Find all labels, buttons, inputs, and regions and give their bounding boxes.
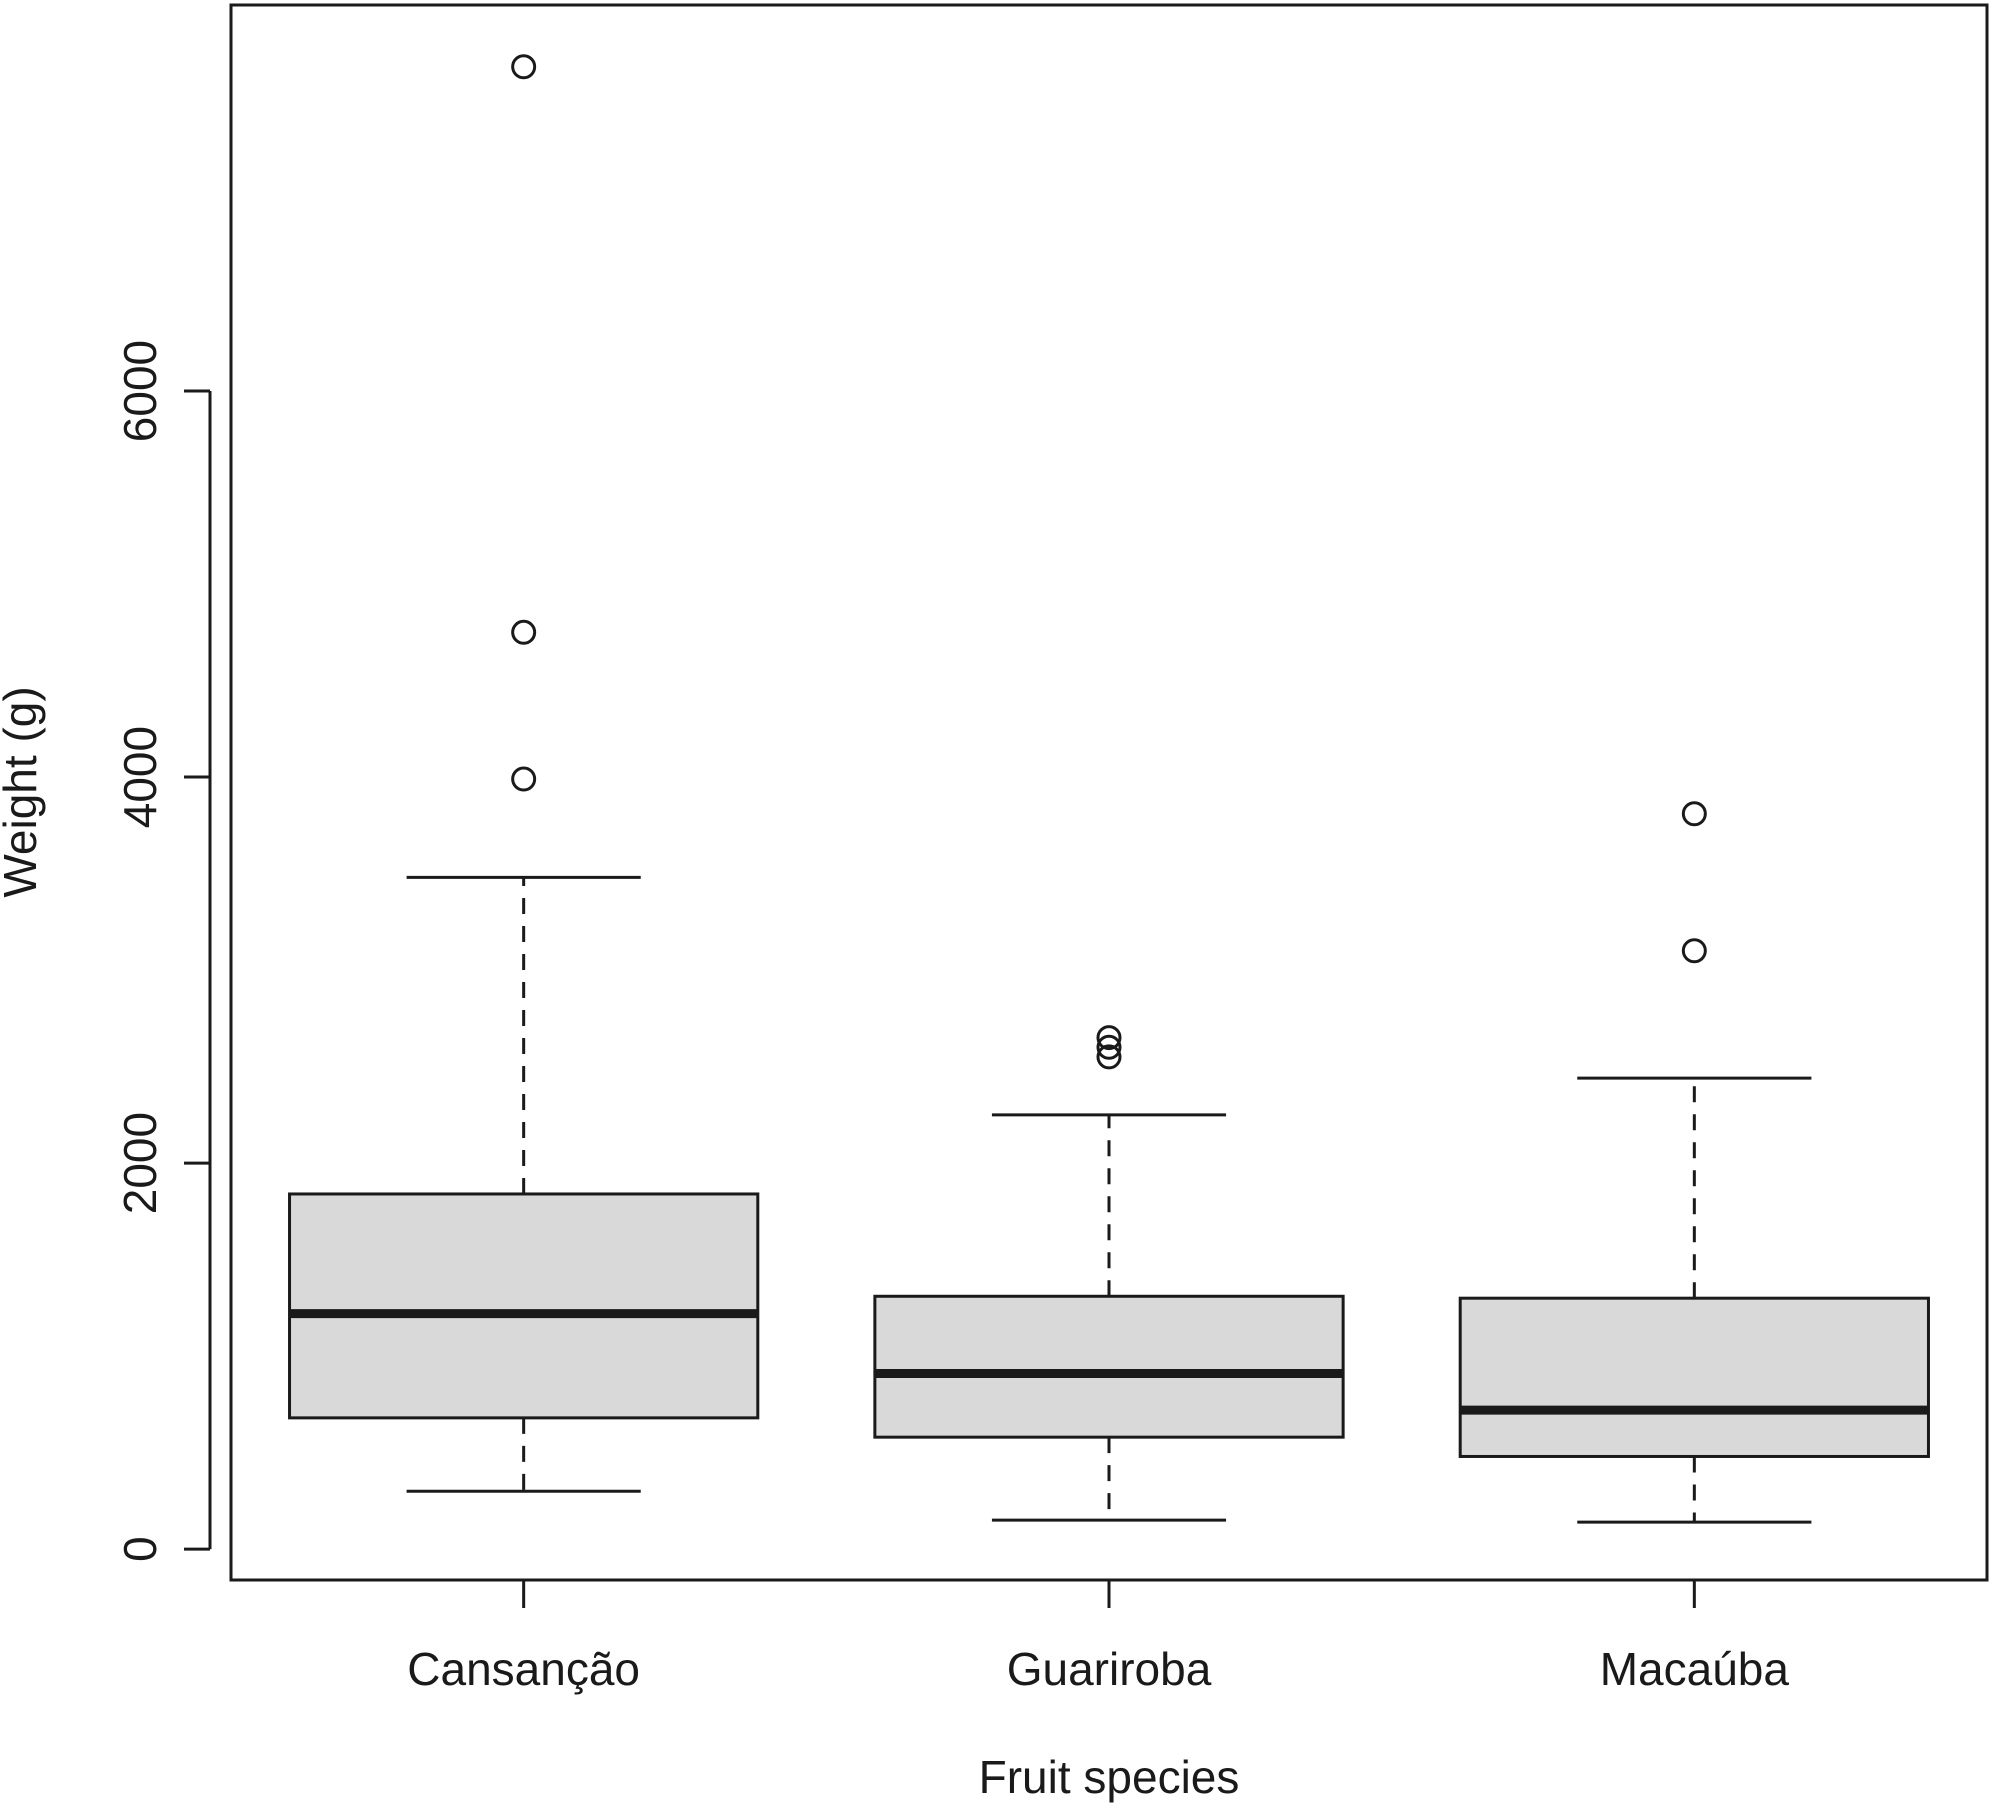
- y-axis-label: Weight (g): [0, 686, 46, 897]
- x-axis: Cansanção Guariroba Macaúba: [407, 1580, 1789, 1695]
- box-2: [1458, 801, 1930, 1524]
- iqr-box-0: [288, 1192, 760, 1420]
- box-0: [288, 54, 760, 1493]
- y-tick-label-4000: 4000: [114, 726, 166, 828]
- y-axis: 0 2000 4000 6000: [114, 340, 212, 1562]
- outlier-2-1: [1681, 801, 1707, 827]
- x-tick-label-2: Macaúba: [1600, 1643, 1790, 1695]
- outlier-0-1: [511, 619, 537, 645]
- y-tick-label-0: 0: [114, 1536, 166, 1562]
- y-tick-label-6000: 6000: [114, 340, 166, 442]
- outlier-2-0: [1681, 938, 1707, 964]
- outlier-0-2: [511, 54, 537, 80]
- y-tick-label-2000: 2000: [114, 1112, 166, 1214]
- outlier-1-2: [1096, 1025, 1122, 1051]
- outlier-1-0: [1096, 1044, 1122, 1070]
- iqr-box-1: [873, 1294, 1345, 1439]
- boxes-group: [288, 54, 1930, 1524]
- outlier-1-1: [1096, 1034, 1122, 1060]
- x-tick-label-0: Cansanção: [407, 1643, 640, 1695]
- iqr-box-2: [1458, 1296, 1930, 1458]
- x-axis-label: Fruit species: [979, 1751, 1240, 1803]
- x-tick-label-1: Guariroba: [1007, 1643, 1212, 1695]
- outlier-0-0: [511, 766, 537, 792]
- box-1: [873, 1025, 1345, 1522]
